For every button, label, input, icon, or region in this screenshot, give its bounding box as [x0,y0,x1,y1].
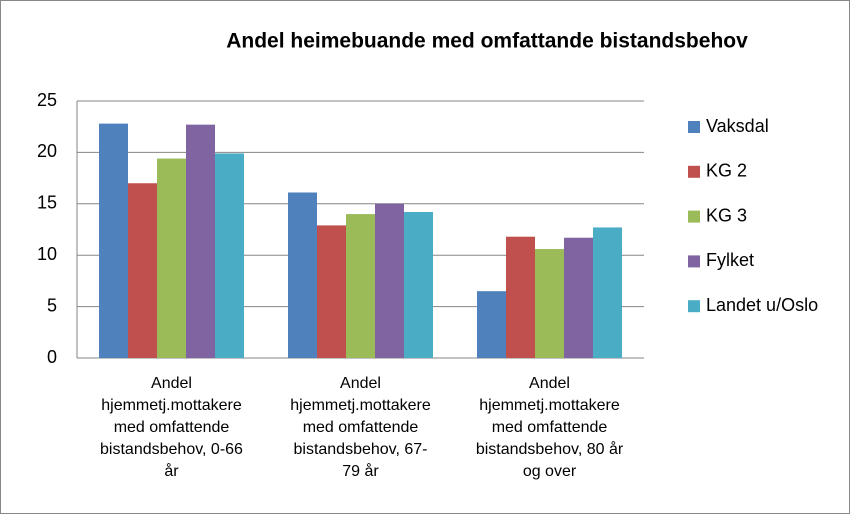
legend-label: KG 3 [706,205,747,225]
chart-title: Andel heimebuande med omfattande bistand… [226,30,748,53]
bar [346,214,375,358]
y-tick-label: 0 [47,347,57,367]
bar [215,153,244,358]
bar [477,291,506,358]
y-tick-label: 20 [37,141,57,161]
legend-swatch [688,210,700,223]
legend-swatch [688,255,700,268]
bar [157,158,186,358]
x-tick-label: Andel hjemmetj.mottakere med omfattende … [475,375,624,480]
x-tick-label: Andel hjemmetj.mottakere med omfattende … [290,375,431,480]
legend-label: Landet u/Oslo [706,295,818,315]
legend-label: Fylket [706,250,754,270]
y-tick-label: 10 [37,244,57,264]
bar [404,212,433,358]
bar [375,203,404,358]
bar [288,192,317,358]
legend-label: KG 2 [706,161,747,181]
y-tick-label: 15 [37,193,57,213]
bar [128,183,157,358]
bar [593,227,622,358]
y-tick-label: 25 [37,90,57,110]
bar [564,237,593,358]
legend-swatch [688,165,700,178]
bar [186,124,215,358]
x-tick-label: Andel hjemmetj.mottakere med omfattende … [100,375,243,480]
y-tick-label: 5 [47,295,57,315]
bar [535,249,564,358]
bar [317,225,346,358]
bar [506,236,535,358]
bar [99,123,128,358]
legend-swatch [688,300,700,313]
legend-label: Vaksdal [706,116,769,136]
legend-swatch [688,121,700,133]
